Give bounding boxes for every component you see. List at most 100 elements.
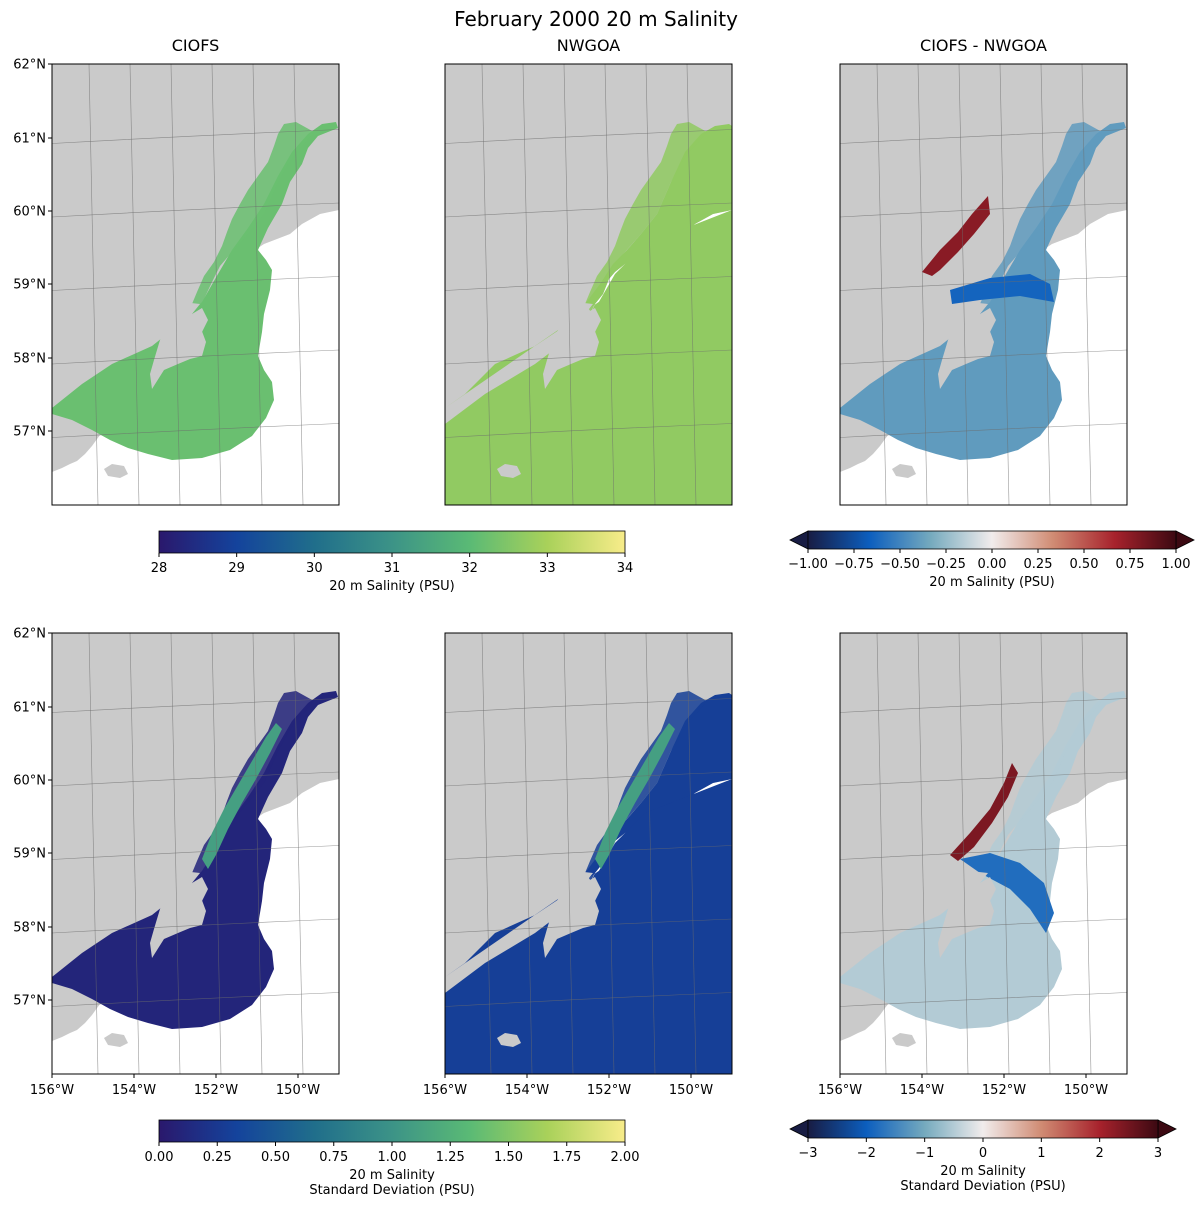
- kodiak-island: [543, 871, 599, 958]
- parallel-line: [445, 918, 732, 934]
- inlet-field: [192, 691, 314, 881]
- meridian-line: [1040, 64, 1051, 505]
- colorbar: −1.00 −0.75 −0.50 −0.25 0.00 0.25 0.50 0.75 1.00…: [788, 530, 1195, 590]
- parallel-line: [840, 698, 1127, 713]
- colorbar-tick-label: 0.75: [319, 1150, 348, 1165]
- colorbar-label: Standard Deviation (PSU): [900, 1179, 1065, 1194]
- map-frame: [839, 632, 1128, 1075]
- colorbar-label: 20 m Salinity (PSU): [329, 579, 454, 594]
- colorbar-tick-label: 0.50: [261, 1150, 290, 1165]
- trinity-islands: [497, 1033, 521, 1047]
- lon-tick-label: 154°W: [112, 1083, 156, 1098]
- colorbar-gradient: [807, 1119, 1159, 1139]
- inlet-field: [192, 122, 314, 312]
- parallel-line: [840, 202, 1127, 218]
- colorbar-tick-label: 33: [539, 561, 556, 576]
- parallel-line: [52, 349, 339, 365]
- colorbar: 28 29 30 31 32 33 34 20 m Salinity (PSU): [151, 530, 634, 594]
- meridian-line: [999, 633, 1010, 1074]
- colorbar-tick-label: 1.25: [436, 1150, 465, 1165]
- colorbar: 0.00 0.25 0.50 0.75 1.00 1.25 1.50 1.75 2.00 20 m…: [145, 1119, 640, 1198]
- map-panel: NWGOA: [444, 36, 733, 506]
- lon-tick-label: 152°W: [982, 1083, 1026, 1098]
- afognak-island: [585, 877, 601, 901]
- meridian-line: [604, 633, 615, 1074]
- colorbar-label: Standard Deviation (PSU): [309, 1183, 474, 1198]
- meridian-line: [88, 64, 99, 505]
- colorbar-extend-low: [789, 1119, 809, 1139]
- meridian-line: [481, 64, 492, 505]
- parallel-line: [52, 423, 339, 438]
- parallel-line: [840, 349, 1127, 365]
- parallel-line: [840, 845, 1127, 860]
- meridian-line: [481, 633, 492, 1074]
- map-frame: [444, 632, 733, 1075]
- colorbar-tick-label: 0.25: [203, 1150, 232, 1165]
- meridian-line: [1040, 633, 1051, 1074]
- meridian-line: [686, 64, 697, 505]
- parallel-line: [445, 698, 732, 713]
- colorbar-label: 20 m Salinity: [349, 1168, 435, 1183]
- meridian-line: [645, 64, 656, 505]
- lon-tick-label: 154°W: [505, 1083, 549, 1098]
- colorbar-tick-label: 1.50: [494, 1150, 523, 1165]
- meridian-line: [958, 64, 969, 505]
- meridian-line: [917, 64, 928, 505]
- afognak-island: [980, 877, 996, 901]
- parallel-line: [52, 276, 339, 291]
- trinity-islands: [892, 1033, 916, 1047]
- meridian-line: [563, 633, 574, 1074]
- parallel-line: [445, 423, 732, 438]
- colorbar-gradient: [807, 530, 1177, 550]
- colorbar-tick-label: 34: [617, 561, 634, 576]
- lon-tick-label: 150°W: [276, 1083, 320, 1098]
- lat-tick-label: 62°N: [13, 58, 46, 73]
- lon-tick-label: 156°W: [818, 1083, 862, 1098]
- inlet-field: [980, 122, 1102, 312]
- colorbar-tick-label: 2.00: [611, 1150, 640, 1165]
- meridian-line: [252, 633, 263, 1074]
- panel-title: CIOFS - NWGOA: [920, 36, 1047, 55]
- parallel-line: [52, 845, 339, 860]
- lon-tick-label: 152°W: [587, 1083, 631, 1098]
- parallel-line: [52, 918, 339, 934]
- colorbar-tick-label: 1: [1037, 1146, 1045, 1161]
- trinity-islands: [104, 464, 128, 478]
- colorbar-label: 20 m Salinity: [940, 1164, 1026, 1179]
- colorbar-tick-label: 32: [461, 561, 478, 576]
- map-frame: [839, 63, 1128, 506]
- meridian-line: [293, 64, 304, 505]
- parallel-line: [445, 992, 732, 1007]
- lat-tick-label: 59°N: [13, 278, 46, 293]
- parallel-line: [840, 992, 1127, 1007]
- meridian-line: [686, 633, 697, 1074]
- kodiak-island: [543, 302, 599, 389]
- positive-anomaly: [950, 763, 1018, 861]
- lat-tick-label: 58°N: [13, 352, 46, 367]
- parallel-line: [840, 771, 1127, 787]
- lon-tick-label: 156°W: [423, 1083, 467, 1098]
- meridian-line: [645, 633, 656, 1074]
- trinity-islands: [497, 464, 521, 478]
- afognak-island: [192, 308, 208, 332]
- lon-tick-label: 156°W: [30, 1083, 74, 1098]
- colorbar-tick-label: 0.25: [1024, 557, 1053, 572]
- meridian-line: [999, 64, 1010, 505]
- lat-tick-label: 60°N: [13, 774, 46, 789]
- meridian-line: [88, 633, 99, 1074]
- lat-tick-label: 62°N: [13, 627, 46, 642]
- colorbar-tick-label: 0.50: [1070, 557, 1099, 572]
- afognak-island: [585, 308, 601, 332]
- colorbar-tick-label: 1.00: [1162, 557, 1191, 572]
- lon-tick-label: 150°W: [669, 1083, 713, 1098]
- meridian-line: [252, 64, 263, 505]
- colorbar-gradient: [158, 530, 626, 554]
- colorbar-extend-high: [1175, 530, 1195, 550]
- parallel-line: [445, 845, 732, 860]
- inlet-field: [585, 691, 707, 881]
- afognak-island: [980, 308, 996, 332]
- meridian-line: [958, 633, 969, 1074]
- parallel-line: [445, 276, 732, 291]
- graticule: [445, 633, 732, 1074]
- meridian-line: [876, 64, 887, 505]
